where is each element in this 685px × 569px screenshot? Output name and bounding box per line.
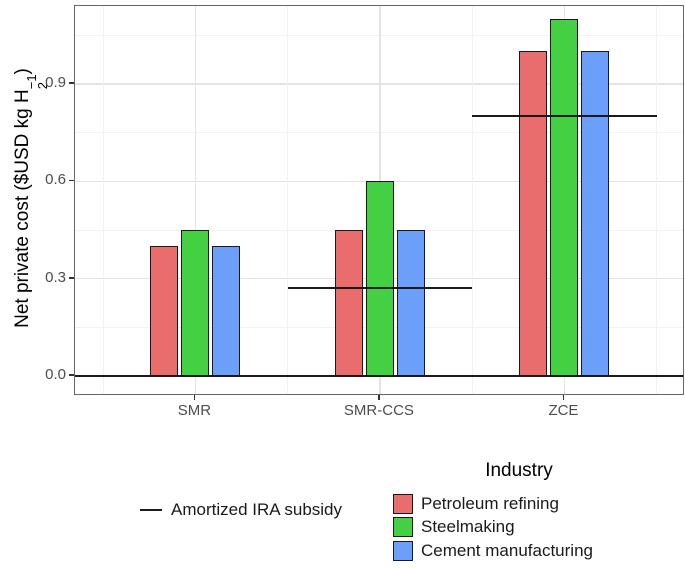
industry-legend: Industry Petroleum refining Steelmaking … [393,460,645,561]
y-axis-tick-label: 0.6 [45,171,66,189]
y-minor-gridline [75,132,683,134]
subsidy-line-key-icon [140,508,162,512]
bar-smr-ccs-steelmaking [365,181,394,377]
x-axis-tick-label: ZCE [548,402,579,419]
subsidy-line-legend: Amortized IRA subsidy [140,500,342,520]
bar-smr-cement-manufacturing [212,246,241,377]
legend-label-steelmaking: Steelmaking [421,517,515,536]
y-axis-tick-label: 0.0 [45,366,66,384]
y-major-gridline [75,83,683,85]
x-major-gridline [194,6,197,394]
x-minor-gridline [656,6,658,394]
bar-zce-petroleum-refining [519,51,548,377]
y-axis-tick-label: 0.3 [45,268,66,286]
x-axis-tick-label: SMR-CCS [343,402,414,419]
subsidy-line-legend-label: Amortized IRA subsidy [171,500,343,519]
plot-panel [74,5,684,395]
x-minor-gridline [102,6,104,394]
bar-smr-ccs-cement-manufacturing [396,230,425,377]
bar-zce-cement-manufacturing [581,51,610,377]
legend-swatch-steelmaking [393,517,413,537]
x-axis-tick [562,395,565,400]
legend-label-petroleum-refining: Petroleum refining [421,493,559,513]
bar-smr-steelmaking [181,230,210,377]
industry-legend-rows: Petroleum refining Steelmaking Cement ma… [393,493,645,561]
y-axis-tick [69,276,74,279]
x-axis-tick-label: SMR [177,402,212,419]
legend-item-cement-manufacturing: Cement manufacturing [393,540,645,561]
x-minor-gridline [287,6,289,394]
legend-label-cement-manufacturing: Cement manufacturing [421,540,593,560]
x-minor-gridline [471,6,473,394]
subsidy-line-zce [472,115,657,118]
bar-smr-ccs-petroleum-refining [334,230,363,377]
y-axis-tick [69,82,74,84]
y-axis-tick-label: 0.9 [45,73,66,91]
x-axis-tick [378,395,380,400]
y-major-gridline [75,180,683,183]
legend-swatch-cement-manufacturing [393,540,413,561]
subsidy-line-smr-ccs [287,287,473,290]
y-axis-title: Net private cost ($USD kg H −1 2) [8,0,50,398]
y-axis-title-text: Net private cost ($USD kg H [12,89,33,328]
x-axis-tick [193,395,196,400]
legend-item-steelmaking: Steelmaking [393,517,645,538]
bar-zce-steelmaking [550,18,579,377]
zero-baseline [75,374,683,378]
legend-item-petroleum-refining: Petroleum refining [393,493,645,514]
y-axis-tick [69,374,74,376]
y-axis-tick [69,179,74,182]
bar-smr-petroleum-refining [150,246,179,377]
legend-swatch-petroleum-refining [393,493,413,514]
industry-legend-title: Industry [485,460,553,481]
y-minor-gridline [75,34,683,36]
